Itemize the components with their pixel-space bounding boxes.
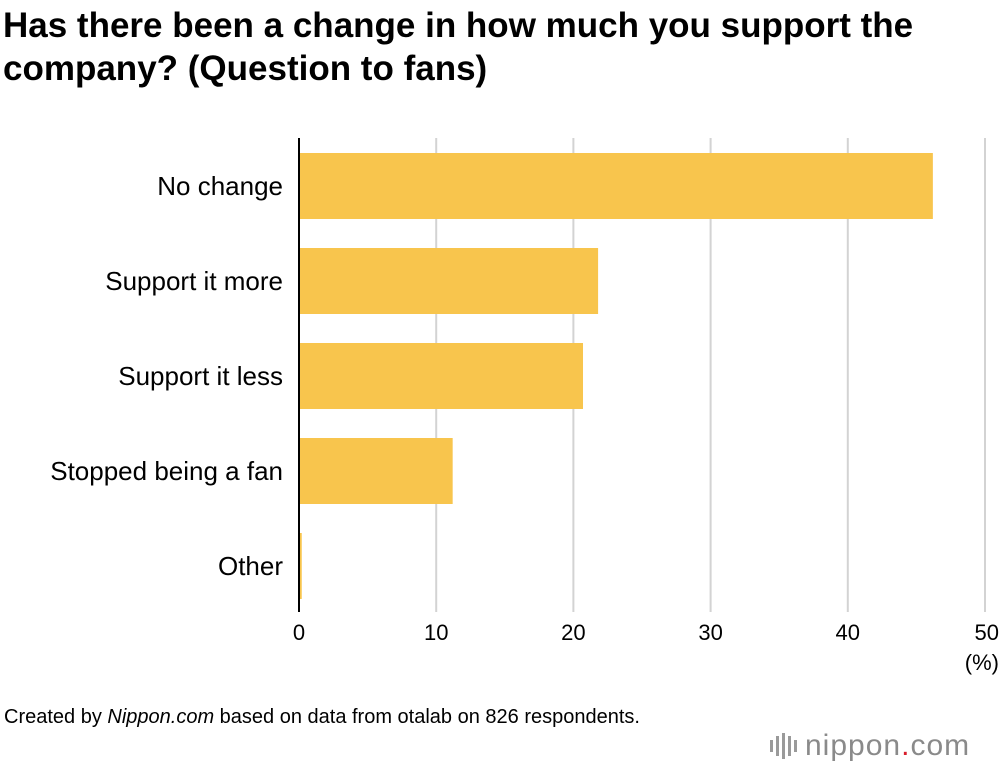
x-tick-label: 20 <box>561 620 585 645</box>
x-tick-labels: 0 10 20 30 40 50 <box>293 620 999 645</box>
category-label: Stopped being a fan <box>50 456 283 486</box>
bars <box>299 153 933 599</box>
category-label: Support it less <box>118 361 283 391</box>
bar-chart: No change Support it more Support it less S… <box>50 138 999 675</box>
x-tick-label: 40 <box>836 620 860 645</box>
caption-suffix: based on data from otalab on 826 respond… <box>214 706 640 728</box>
category-label: Support it more <box>105 266 283 296</box>
caption-prefix: Created by <box>4 706 108 728</box>
logo-wordmark: nippon.com <box>805 726 970 766</box>
source-caption: Created by Nippon.com based on data from… <box>4 705 640 730</box>
logo-bars-icon <box>770 733 797 759</box>
caption-source: Nippon.com <box>107 706 215 728</box>
nippon-logo: nippon.com <box>770 726 970 766</box>
category-labels: No change Support it more Support it less S… <box>50 171 283 581</box>
x-tick-label: 0 <box>293 620 305 645</box>
category-label: No change <box>157 171 283 201</box>
x-tick-label: 30 <box>698 620 722 645</box>
x-tick-label: 50 <box>975 620 999 645</box>
bar-other <box>299 533 302 599</box>
logo-name: nippon <box>805 729 902 762</box>
x-tick-label: 10 <box>424 620 448 645</box>
bar-no-change <box>299 153 933 219</box>
chart-title: Has there been a change in how much you … <box>3 6 914 88</box>
x-unit-label: (%) <box>965 650 999 675</box>
logo-dot: . <box>901 729 911 762</box>
bar-stopped-being-a-fan <box>299 438 453 504</box>
bar-support-it-less <box>299 343 584 409</box>
category-label: Other <box>218 551 283 581</box>
bar-support-it-more <box>299 248 599 314</box>
logo-tld: com <box>910 729 971 762</box>
